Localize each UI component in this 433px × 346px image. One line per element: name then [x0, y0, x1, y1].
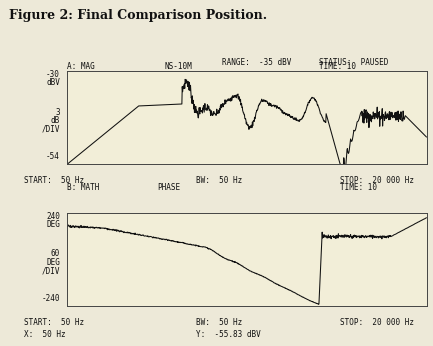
Text: /DIV: /DIV: [42, 266, 60, 275]
Text: STOP:  20 000 Hz: STOP: 20 000 Hz: [340, 318, 414, 327]
Text: Y:  -55.83 dBV: Y: -55.83 dBV: [197, 330, 261, 339]
Text: /DIV: /DIV: [42, 124, 60, 133]
Text: dB: dB: [51, 116, 60, 125]
Text: STOP:  20 000 Hz: STOP: 20 000 Hz: [340, 176, 414, 185]
Text: STATUS:  PAUSED: STATUS: PAUSED: [319, 58, 388, 67]
Text: NS-10M: NS-10M: [164, 62, 192, 71]
Text: -30: -30: [46, 70, 60, 79]
Text: A: MAG: A: MAG: [67, 62, 95, 71]
Text: TIME: 10: TIME: 10: [340, 183, 377, 192]
Text: X:  50 Hz: X: 50 Hz: [24, 330, 66, 339]
Text: START:  50 Hz: START: 50 Hz: [24, 318, 84, 327]
Text: 3: 3: [55, 108, 60, 117]
Text: BW:  50 Hz: BW: 50 Hz: [197, 176, 243, 185]
Text: dBV: dBV: [46, 79, 60, 88]
Text: B: MATH: B: MATH: [67, 183, 100, 192]
Text: START:  50 Hz: START: 50 Hz: [24, 176, 84, 185]
Text: DEG: DEG: [46, 220, 60, 229]
Text: Figure 2: Final Comparison Position.: Figure 2: Final Comparison Position.: [9, 9, 267, 22]
Text: -240: -240: [42, 294, 60, 303]
Text: BW:  50 Hz: BW: 50 Hz: [197, 318, 243, 327]
Text: 60: 60: [51, 249, 60, 258]
Text: DEG: DEG: [46, 258, 60, 267]
Text: PHASE: PHASE: [157, 183, 180, 192]
Text: RANGE:  -35 dBV: RANGE: -35 dBV: [222, 58, 291, 67]
Text: TIME: 10: TIME: 10: [319, 62, 355, 71]
Text: -54: -54: [46, 153, 60, 162]
Text: 240: 240: [46, 212, 60, 221]
